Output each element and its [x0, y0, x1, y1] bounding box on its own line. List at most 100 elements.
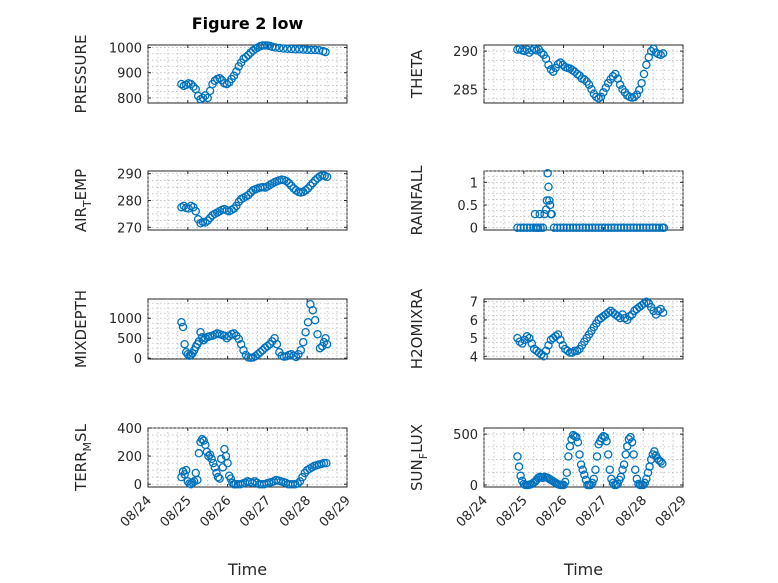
- y-tick-label: 0: [470, 479, 478, 494]
- data-point: [588, 223, 597, 232]
- data-point: [630, 92, 639, 102]
- data-point: [533, 473, 543, 483]
- data-point: [201, 91, 210, 100]
- data-point: [544, 182, 553, 192]
- data-point: [626, 432, 635, 442]
- data-point: [621, 450, 630, 459]
- data-point: [613, 223, 622, 232]
- data-point: [322, 172, 332, 182]
- data-point: [613, 479, 622, 489]
- data-point: [301, 327, 310, 337]
- data-point: [639, 299, 649, 308]
- data-point: [198, 93, 208, 103]
- data-point: [626, 223, 635, 232]
- y-axis-label: SUNFLUX: [408, 424, 430, 491]
- data-point: [516, 223, 525, 232]
- data-point: [553, 330, 563, 339]
- data-point: [239, 345, 248, 355]
- data-point: [608, 72, 618, 81]
- subplot-6: 4 5 6 7 H2OMIXRA: [408, 288, 684, 369]
- data-point: [658, 308, 668, 317]
- data-point: [594, 223, 603, 232]
- x-tick-label: 08/26: [533, 493, 570, 530]
- data-point: [645, 223, 654, 232]
- data-point: [295, 477, 305, 486]
- subplot-4: 0 0.5 1 RAINFALL: [408, 165, 684, 237]
- y-tick-label: 200: [117, 450, 142, 465]
- data-point: [619, 223, 629, 232]
- data-point: [578, 465, 587, 474]
- data-point: [654, 223, 664, 232]
- data-point: [632, 90, 642, 99]
- data-point: [537, 48, 546, 57]
- data-point: [294, 45, 304, 54]
- y-tick-label: 400: [117, 422, 142, 437]
- data-point: [310, 315, 320, 325]
- data-point: [223, 458, 232, 468]
- data-point: [283, 44, 292, 54]
- y-tick-label: 0.5: [457, 199, 478, 214]
- data-point: [298, 472, 307, 482]
- y-tick-label: 285: [453, 83, 478, 98]
- data-point: [298, 337, 308, 347]
- data-point: [284, 178, 294, 188]
- x-tick-label: 08/28: [613, 493, 650, 530]
- data-point: [514, 462, 524, 471]
- data-point: [603, 223, 613, 232]
- data-point: [646, 46, 656, 56]
- data-point: [527, 339, 537, 348]
- y-tick-label: 5: [470, 332, 478, 347]
- data-point: [516, 471, 525, 481]
- data-point: [525, 333, 534, 343]
- data-point: [271, 43, 280, 52]
- data-point: [544, 60, 553, 70]
- subplot-5: 0 500 1000 MIXDEPTH: [72, 290, 348, 368]
- data-point: [544, 341, 553, 350]
- data-point: [584, 80, 594, 89]
- x-tick-label: 08/29: [317, 493, 354, 530]
- data-point: [234, 334, 243, 344]
- data-point: [199, 436, 208, 445]
- data-point: [607, 223, 616, 232]
- y-tick-label: 290: [117, 168, 142, 183]
- data-point: [580, 75, 589, 84]
- x-axis-label: Time: [563, 560, 603, 579]
- x-tick-label: 08/25: [494, 493, 531, 530]
- data-point: [191, 206, 201, 216]
- x-tick-label: 08/24: [454, 493, 491, 530]
- data-point: [591, 465, 600, 474]
- y-axis-label: MIXDEPTH: [72, 290, 90, 368]
- y-tick-label: 290: [453, 45, 478, 60]
- data-point: [282, 176, 291, 186]
- data-point: [656, 457, 665, 466]
- data-point: [180, 470, 189, 479]
- data-point: [575, 450, 584, 459]
- data-point: [293, 479, 302, 488]
- data-point: [568, 348, 577, 357]
- data-point: [322, 458, 331, 468]
- data-point: [640, 478, 650, 488]
- data-point: [218, 463, 228, 472]
- data-point: [515, 337, 525, 346]
- data-point: [592, 452, 602, 461]
- y-axis-label: RAINFALL: [408, 165, 426, 236]
- data-point: [629, 223, 638, 232]
- data-point: [618, 465, 627, 474]
- data-point: [272, 339, 282, 349]
- data-point: [193, 475, 202, 485]
- data-point: [651, 223, 661, 232]
- x-tick-label: 08/24: [118, 493, 155, 530]
- data-point: [630, 465, 640, 474]
- data-point: [213, 472, 223, 482]
- data-point: [570, 346, 579, 356]
- chart-title: Figure 2 low: [192, 14, 304, 33]
- data-point: [215, 474, 224, 483]
- data-point: [650, 447, 659, 456]
- y-tick-label: 4: [470, 350, 478, 365]
- data-point: [321, 47, 330, 57]
- y-axis-label: PRESSURE: [72, 35, 90, 114]
- data-point: [194, 449, 204, 458]
- data-point: [568, 223, 578, 232]
- data-point: [178, 322, 188, 332]
- data-point: [291, 45, 300, 54]
